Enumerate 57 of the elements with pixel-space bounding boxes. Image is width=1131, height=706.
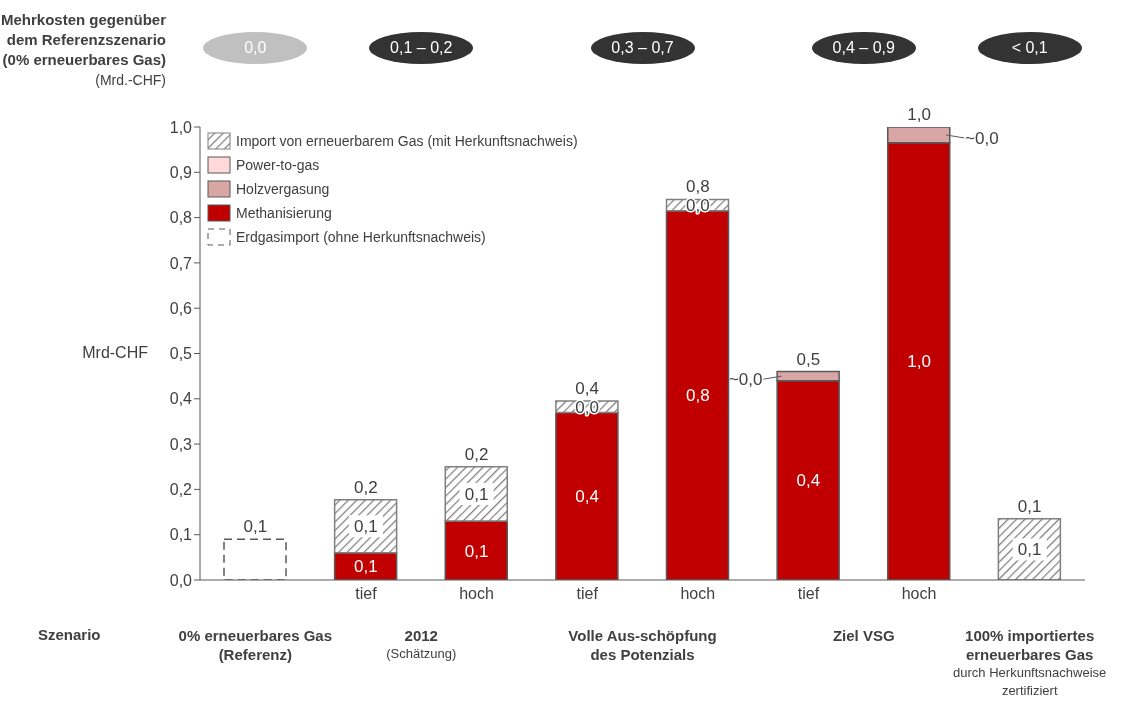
data-label: 0,1 bbox=[354, 557, 378, 577]
total-label: 0,1 bbox=[243, 517, 268, 537]
x-tick-label: hoch bbox=[901, 585, 937, 603]
text: 0,4 – 0,9 bbox=[811, 32, 916, 64]
text: 2012 bbox=[404, 627, 438, 644]
text: (Mrd.-CHF) bbox=[95, 72, 166, 88]
y-tick-label: 0,7 bbox=[169, 254, 193, 272]
text: Szenario bbox=[38, 626, 101, 643]
legend-label: Methanisierung bbox=[236, 205, 332, 221]
total-label: 0,8 bbox=[685, 177, 710, 197]
y-tick-label: 0,6 bbox=[169, 299, 193, 317]
text: durch Herkunftsnachweise zertifiziert bbox=[952, 664, 1108, 700]
x-tick-label: tief bbox=[797, 585, 820, 603]
text: < 0,1 bbox=[977, 32, 1082, 64]
y-tick-label: 0,8 bbox=[169, 209, 193, 227]
data-label: ~0,0 bbox=[965, 128, 999, 148]
y-tick-label: 1,0 bbox=[169, 118, 193, 136]
data-label: 0,1 bbox=[464, 541, 489, 561]
text: (Schätzung) bbox=[385, 645, 458, 663]
data-label: 0,1 bbox=[1017, 540, 1042, 560]
y-axis-title: Mrd-CHF bbox=[82, 343, 148, 362]
x-tick-label: hoch bbox=[680, 585, 716, 603]
total-label: 0,2 bbox=[354, 477, 378, 497]
y-tick-label: 0,9 bbox=[169, 163, 193, 181]
text: 0% erneuerbares Gas (Referenz) bbox=[177, 626, 333, 664]
total-label: 0,2 bbox=[464, 444, 489, 464]
data-label: ~0,0 bbox=[728, 370, 763, 390]
total-label: 1,0 bbox=[907, 105, 931, 124]
legend-label: Power-to-gas bbox=[236, 157, 320, 173]
legend-label: Import von erneuerbarem Gas (mit Herkunftsnachweis) bbox=[236, 133, 578, 149]
data-label: 0,1 bbox=[464, 484, 489, 504]
text: Ziel VSG bbox=[832, 627, 895, 644]
data-label: 0,1 bbox=[354, 517, 378, 537]
total-label: 0,5 bbox=[796, 349, 821, 369]
y-tick-label: 0,2 bbox=[169, 481, 193, 499]
y-tick-label: 0,4 bbox=[169, 390, 193, 408]
text: Volle Aus-schöpfung des Potenzials bbox=[567, 626, 718, 664]
total-label: 0,1 bbox=[1017, 496, 1042, 516]
text: 0,3 – 0,7 bbox=[590, 32, 695, 64]
y-tick-label: 0,3 bbox=[169, 435, 193, 453]
text: Mehrkosten gegenüber dem Referenzszenario (0% erneuerbares Gas) bbox=[0, 10, 166, 70]
data-label: 1,0 bbox=[907, 352, 931, 372]
text: 0,1 – 0,2 bbox=[369, 32, 474, 64]
x-tick-label: tief bbox=[576, 585, 599, 603]
x-tick-label: tief bbox=[355, 585, 378, 603]
legend-label: Holzvergasung bbox=[236, 181, 330, 197]
total-label: 0,4 bbox=[575, 379, 600, 399]
text: 100% importiertes erneuerbares Gas bbox=[964, 626, 1096, 664]
text: 0,0 bbox=[203, 32, 308, 64]
y-tick-label: 0,1 bbox=[169, 526, 193, 544]
y-tick-label: 0,5 bbox=[169, 345, 193, 363]
y-tick-label: 0,0 bbox=[169, 571, 193, 589]
data-label: 0,4 bbox=[575, 487, 600, 507]
data-label: 0,4 bbox=[796, 471, 821, 491]
data-label: 0,8 bbox=[685, 386, 710, 406]
legend-label: Erdgasimport (ohne Herkunftsnachweis) bbox=[236, 229, 486, 245]
x-tick-label: hoch bbox=[459, 585, 494, 603]
